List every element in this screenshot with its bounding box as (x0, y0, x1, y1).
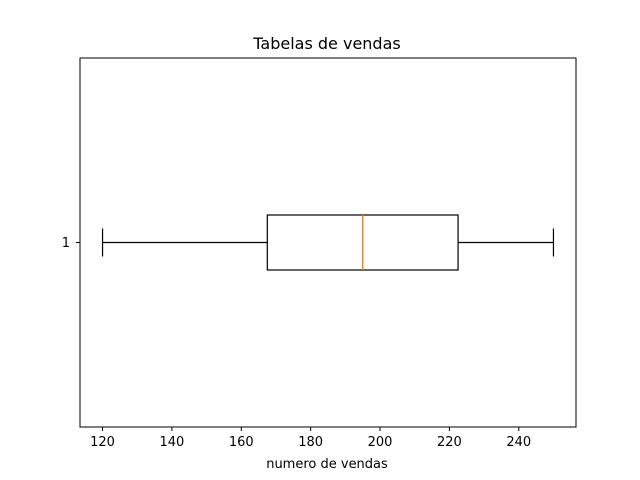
x-tick-label: 180 (298, 435, 323, 450)
x-tick-label: 220 (437, 435, 462, 450)
x-tick-label: 140 (160, 435, 185, 450)
x-tick-label: 160 (229, 435, 254, 450)
x-tick-label: 200 (368, 435, 393, 450)
x-axis-label: numero de vendas (266, 457, 388, 472)
x-axis-ticks: 120 140 160 180 200 220 240 (90, 427, 531, 450)
y-tick-label: 1 (62, 236, 70, 251)
boxplot-marks (101, 214, 555, 271)
chart-title: Tabelas de vendas (252, 34, 400, 53)
x-tick-label: 120 (90, 435, 115, 450)
y-axis-ticks: 1 (62, 236, 80, 251)
x-tick-label: 240 (506, 435, 531, 450)
